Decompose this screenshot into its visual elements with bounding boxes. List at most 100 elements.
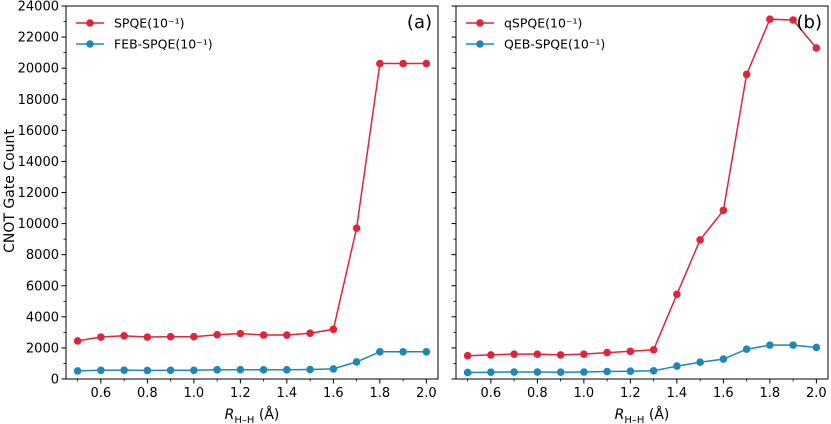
x-tick-label: 1.0	[574, 386, 595, 401]
series-line-0	[467, 18, 817, 357]
data-point	[580, 350, 588, 358]
data-point	[742, 345, 751, 353]
legend-marker	[86, 40, 94, 48]
y-tick-label: 4000	[26, 310, 59, 325]
y-tick-label: 8000	[26, 248, 59, 263]
chart-panel-a: 0.6 0.8 1.0 1.2 1.4 1.6 1.8 2.0 0 2000 4000 6000 800…	[18, 0, 439, 424]
y-tick-label: 0	[51, 373, 59, 388]
data-point	[487, 351, 495, 359]
y-tick-label: 20000	[18, 62, 59, 77]
data-point	[120, 331, 128, 340]
data-point	[649, 345, 658, 354]
x-tick-label: 2.0	[416, 386, 437, 401]
data-point	[626, 367, 635, 376]
data-point	[533, 350, 542, 358]
data-point	[766, 15, 774, 24]
y-tick-label: 12000	[18, 186, 59, 201]
data-point	[143, 333, 152, 341]
data-point	[329, 365, 338, 373]
data-point	[236, 365, 245, 374]
data-point	[259, 331, 268, 339]
data-point	[73, 367, 82, 375]
data-point	[166, 332, 175, 341]
x-tick-label: 0.8	[137, 386, 158, 401]
data-point	[306, 329, 314, 337]
x-tick-label: 1.0	[184, 386, 205, 401]
data-point	[812, 44, 821, 52]
data-point	[283, 366, 291, 374]
series-line-0	[77, 62, 427, 342]
y-tick-label: 14000	[18, 155, 59, 170]
data-point	[696, 358, 704, 367]
data-point	[213, 330, 221, 339]
y-tick-label: 18000	[18, 93, 59, 108]
legend-marker	[86, 19, 94, 27]
panel-label: (a)	[407, 12, 432, 33]
x-tick-label: 1.6	[713, 386, 734, 401]
x-tick-label: 0.6	[481, 386, 502, 401]
data-point	[463, 368, 472, 377]
data-point	[533, 368, 542, 376]
data-point	[649, 366, 658, 375]
panel-label: (b)	[797, 12, 822, 33]
y-tick-label: 2000	[26, 341, 59, 356]
chart-panel-b: 0.6 0.8 1.0 1.2 1.4 1.6 1.8 2.0 qSPQE(10⁻¹) QEB-S…	[451, 5, 829, 424]
data-point	[143, 366, 152, 375]
data-point	[789, 341, 797, 349]
legend-label: FEB-SPQE(10⁻¹)	[114, 37, 213, 52]
data-point	[603, 367, 611, 376]
data-point	[487, 368, 495, 376]
data-point	[719, 355, 728, 363]
data-point	[306, 365, 314, 374]
data-point	[283, 331, 291, 339]
x-tick-label: 1.6	[323, 386, 344, 401]
data-point	[190, 366, 198, 375]
x-tick-label: 1.4	[277, 386, 298, 401]
data-point	[190, 332, 198, 341]
data-point	[719, 206, 728, 215]
y-tick-label: 24000	[18, 0, 59, 15]
data-point	[463, 351, 472, 360]
data-point	[259, 366, 268, 374]
y-axis-label: CNOT Gate Count	[2, 129, 18, 253]
data-point	[352, 358, 361, 366]
data-point	[556, 368, 565, 376]
x-tick-label: 1.8	[760, 386, 781, 401]
data-point	[352, 224, 361, 233]
data-point	[742, 70, 751, 79]
data-point	[97, 333, 105, 341]
y-tick-label: 22000	[18, 31, 59, 46]
data-point	[580, 368, 588, 376]
data-point	[696, 236, 704, 244]
data-point	[603, 348, 611, 357]
series-line-1	[77, 351, 427, 372]
x-tick-label: 2.0	[806, 386, 827, 401]
data-point	[510, 368, 518, 376]
legend-marker	[476, 19, 484, 27]
legend-label: SPQE(10⁻¹)	[114, 16, 184, 31]
x-axis-label: RH–H (Å)	[225, 406, 280, 424]
data-point	[97, 366, 105, 375]
data-point	[376, 348, 384, 356]
data-point	[399, 59, 407, 68]
data-point	[422, 59, 431, 68]
data-point	[399, 348, 407, 356]
x-tick-label: 1.4	[667, 386, 688, 401]
legend-label: qSPQE(10⁻¹)	[504, 16, 582, 31]
data-point	[329, 325, 338, 334]
data-point	[422, 348, 431, 356]
data-point	[73, 337, 82, 345]
x-tick-label: 1.8	[370, 386, 391, 401]
data-point	[120, 366, 128, 374]
data-point	[213, 366, 221, 374]
legend-label: QEB-SPQE(10⁻¹)	[504, 37, 605, 52]
data-point	[236, 329, 245, 338]
y-tick-label: 16000	[18, 124, 59, 139]
x-tick-label: 0.8	[527, 386, 548, 401]
series-line-1	[467, 344, 817, 374]
data-point	[556, 351, 565, 359]
axes-frame	[65, 5, 439, 380]
y-tick-label: 6000	[26, 279, 59, 294]
legend-marker	[476, 40, 484, 48]
x-axis-label: RH–H (Å)	[615, 406, 670, 424]
